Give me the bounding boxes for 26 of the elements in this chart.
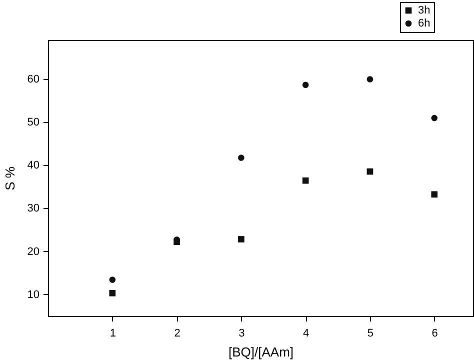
- y-tick-label: 60: [27, 73, 40, 86]
- point: [238, 154, 244, 161]
- y-tick-label: 10: [27, 288, 40, 301]
- y-tick-label: 30: [27, 202, 40, 215]
- y-tick-label: 50: [27, 116, 40, 128]
- x-axis-title: [BQ]/[AAm]: [228, 344, 294, 360]
- point: [109, 290, 116, 296]
- x-tick-label: 5: [367, 328, 374, 340]
- y-tick-label: 20: [27, 246, 40, 258]
- point: [109, 276, 116, 283]
- point: [431, 191, 438, 198]
- y-axis-title: S %: [2, 166, 18, 190]
- point: [302, 177, 309, 184]
- point: [431, 114, 438, 122]
- x-tick-label: 3: [238, 328, 245, 340]
- y-tick-label: 40: [27, 160, 40, 172]
- x-tick-label: 4: [303, 328, 310, 340]
- x-tick-label: 1: [110, 328, 116, 340]
- point: [238, 236, 244, 242]
- x-tick-label: 6: [432, 328, 438, 340]
- point: [366, 168, 374, 175]
- x-tick-label: 2: [174, 328, 180, 340]
- point: [366, 76, 374, 82]
- legend-label: 3h: [418, 4, 430, 16]
- point: [302, 82, 309, 88]
- legend-label: 6h: [418, 18, 430, 30]
